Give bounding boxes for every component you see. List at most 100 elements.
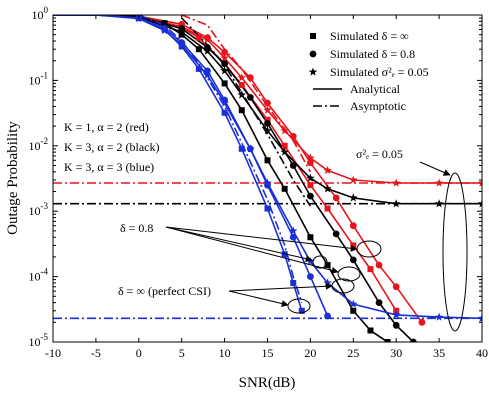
series-point [195, 46, 202, 53]
y-tick-label: 10-4 [29, 267, 49, 284]
series-point [246, 144, 255, 153]
y-axis-label: Outage Probability [5, 121, 21, 235]
y-tick-label: 10-5 [29, 332, 49, 349]
series-point [289, 162, 297, 169]
x-tick-label: 5 [179, 346, 185, 360]
x-tick-label: 20 [304, 346, 316, 360]
series-point [350, 307, 357, 314]
x-axis-label: SNR(dB) [239, 375, 296, 391]
series-point [203, 46, 212, 55]
series-point [177, 40, 186, 49]
x-tick-label: -5 [91, 346, 101, 360]
series-point [221, 80, 228, 87]
x-tick-label: 15 [262, 346, 274, 360]
y-tick-label: 100 [32, 5, 49, 22]
arrow-sigma [419, 161, 451, 176]
series-point [280, 147, 289, 156]
series-point [375, 261, 383, 269]
arrow-delta08-1 [165, 226, 313, 263]
series-point [392, 321, 400, 329]
series-point [306, 173, 315, 182]
legend-label: Simulated σ²ₑ = 0.05 [330, 65, 429, 79]
arrow-deltainf-1 [228, 290, 289, 307]
series-point [263, 126, 272, 135]
series-point [238, 82, 245, 89]
x-tick-label: 10 [219, 346, 231, 360]
series-point [161, 20, 168, 27]
series-point [349, 193, 358, 202]
series-point [307, 192, 314, 200]
series-point [195, 34, 202, 41]
series-point [220, 98, 229, 107]
x-tick-label: -10 [45, 346, 61, 360]
series-point [332, 194, 340, 202]
series-point [332, 230, 340, 238]
series-line [138, 15, 303, 303]
series-point [289, 132, 297, 140]
x-tick-label: 40 [476, 346, 488, 360]
series-point [384, 339, 391, 342]
series-point [203, 70, 212, 79]
series-point [178, 31, 185, 38]
series-point [238, 107, 245, 114]
series-point [477, 313, 482, 322]
legend-label: Analytical [350, 82, 401, 96]
series-point [324, 262, 331, 269]
series-point [391, 178, 401, 187]
x-tick-label: 25 [347, 346, 359, 360]
series-point [477, 199, 482, 208]
series-point [281, 142, 288, 149]
legend-label: Simulated δ = 0.8 [330, 47, 415, 61]
series-point [477, 178, 482, 187]
series-point [324, 205, 331, 212]
arrow-delta08-3 [165, 226, 358, 252]
series-point [349, 175, 358, 184]
series-point [264, 157, 271, 164]
x-tick-label: 0 [136, 346, 142, 360]
series-point [367, 266, 374, 273]
series-line [181, 15, 312, 173]
series-point [264, 120, 271, 127]
legend-marker [308, 67, 318, 76]
series-point [323, 278, 332, 287]
series-point [418, 318, 426, 326]
series-point [434, 199, 444, 208]
annotation-k1-red: K = 1, α = 2 (red) [64, 120, 149, 134]
x-tick-label: 35 [433, 346, 445, 360]
series-point [409, 338, 417, 342]
ellipse-sigma [442, 172, 468, 332]
series-point [177, 27, 186, 36]
arrow-deltainf-2 [228, 282, 333, 292]
series-point [280, 126, 289, 135]
y-tick-label: 10-2 [29, 136, 49, 153]
ellipse-delta08-red [337, 266, 361, 282]
series-point [289, 233, 297, 241]
annotation-delta-08: δ = 0.8 [120, 221, 153, 235]
series-point [237, 90, 246, 99]
series-point [349, 299, 358, 308]
series-point [160, 26, 169, 35]
series-point [203, 35, 212, 44]
series-point [392, 283, 400, 291]
x-tick-label: 30 [390, 346, 402, 360]
series-point [306, 153, 315, 162]
series-point [298, 307, 305, 314]
series-point [323, 165, 332, 175]
legend-marker [310, 33, 316, 39]
series-point [307, 182, 314, 189]
series-point [350, 242, 357, 249]
series-point [220, 53, 229, 62]
series-point [264, 205, 271, 212]
series-point [221, 48, 229, 56]
series-point [264, 116, 271, 123]
series-point [195, 65, 202, 72]
legend-label: Simulated δ = ∞ [330, 29, 409, 43]
series-point [264, 99, 271, 107]
marker-layer [134, 15, 482, 342]
series-point [434, 178, 444, 187]
series-point [281, 185, 288, 192]
series-point [367, 327, 374, 334]
legend-marker [309, 50, 317, 58]
annotation-sigma: σ²ₑ = 0.05 [356, 147, 403, 161]
series-point [323, 184, 332, 193]
